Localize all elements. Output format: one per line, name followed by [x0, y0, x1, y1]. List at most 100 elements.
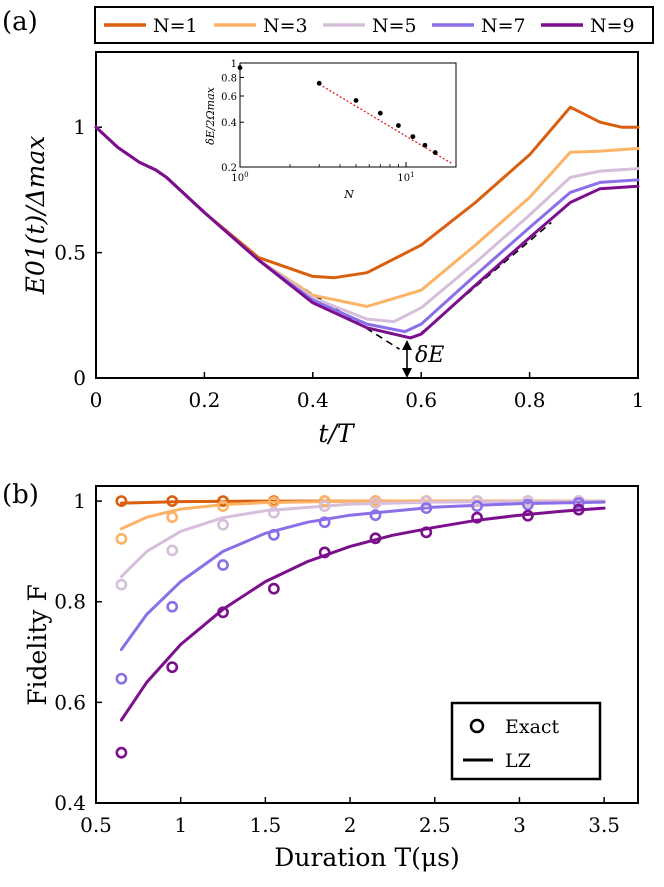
lz-line-n9 — [119, 506, 606, 722]
exact-point-n5 — [471, 495, 483, 507]
exact-point-n5 — [267, 506, 280, 519]
exact-point-n3 — [217, 500, 229, 513]
y-tick-label-b: 0.8 — [54, 590, 86, 614]
inset-point — [410, 134, 416, 140]
exact-point-n5 — [166, 544, 179, 557]
x-tick-label-b: 2.5 — [419, 813, 451, 837]
exact-point-n9 — [471, 511, 483, 524]
legend-a-label: N=3 — [263, 15, 308, 37]
inset-x-tick-label: 101 — [397, 171, 414, 184]
plot-b-points — [115, 495, 585, 759]
exact-point-n3 — [166, 511, 179, 524]
exact-point-n5 — [420, 495, 433, 508]
x-tick-label-a: 0.4 — [297, 388, 329, 412]
exact-point-n9 — [166, 661, 179, 674]
exact-point-n9 — [420, 526, 433, 539]
y-tick-label-b: 0.4 — [54, 791, 86, 815]
exact-point-n9 — [369, 532, 382, 545]
legend-a-label: N=9 — [590, 15, 635, 37]
inset-xlabel: N — [343, 188, 354, 201]
exact-point-n5 — [369, 497, 382, 510]
inset-point — [377, 110, 383, 116]
exact-point-n7 — [166, 600, 179, 613]
x-tick-label-b: 3.5 — [588, 813, 620, 837]
exact-point-n3 — [318, 495, 331, 507]
exact-point-n7 — [369, 509, 382, 522]
inset-point — [316, 80, 322, 86]
y-tick-label-b: 0.6 — [54, 690, 86, 714]
delta-e-label: δE — [415, 343, 444, 368]
x-tick-label-a: 0.8 — [514, 388, 546, 412]
x-tick-label-b: 1 — [174, 813, 187, 837]
x-tick-label-b: 2 — [344, 813, 357, 837]
exact-point-n3 — [267, 496, 280, 509]
exact-point-n1 — [217, 495, 229, 507]
x-tick-label-b: 1.5 — [249, 813, 281, 837]
exact-point-n9 — [572, 503, 585, 516]
x-tick-label-a: 0 — [90, 388, 103, 412]
inset-point — [396, 123, 401, 128]
exact-point-n1 — [115, 495, 128, 507]
exact-point-n3 — [115, 532, 128, 545]
inset-x-tick-label: 100 — [231, 171, 248, 184]
exact-point-n7 — [572, 497, 585, 510]
plot-b-frame — [95, 485, 639, 804]
legend-a-label: N=5 — [372, 15, 417, 37]
delta-e-annotation: δE — [402, 340, 444, 378]
exact-point-n1 — [166, 495, 179, 507]
legend-b-exact-marker — [469, 718, 485, 734]
exact-point-n9 — [115, 746, 128, 759]
x-tick-label-b: 0.5 — [80, 813, 112, 837]
exact-point-n7 — [420, 502, 433, 515]
x-tick-label-a: 0.6 — [405, 388, 437, 412]
y-tick-label-a: 1 — [73, 115, 86, 139]
exact-point-n9 — [217, 606, 229, 619]
exact-point-n7 — [267, 528, 280, 541]
exact-point-n9 — [522, 509, 534, 522]
inset-y-tick-label: 0.4 — [221, 118, 237, 129]
plot-a-series — [94, 105, 640, 340]
lz-line-n5 — [119, 499, 606, 579]
inset-ylabel: δE/2Ωmax — [204, 86, 217, 144]
plot-a-ylabel: E01(t)/Δmax — [21, 136, 50, 296]
x-tick-label-a: 1 — [632, 388, 645, 412]
inset-point — [432, 150, 438, 155]
plot-b-xlabel: Duration T(μs) — [274, 843, 459, 872]
exact-point-n7 — [217, 559, 229, 571]
exact-point-n7 — [115, 672, 128, 685]
legend-a-label: N=1 — [153, 15, 198, 37]
delta-e-arrow-up — [402, 340, 412, 350]
delta-e-arrow-down — [402, 368, 412, 378]
legend-a: N=1 N=3 N=5 N=7 N=9 — [104, 15, 635, 37]
exact-point-n5 — [318, 500, 331, 513]
lz-line-n7 — [119, 500, 606, 651]
asymptote-lines — [274, 221, 552, 350]
legend-b-frame — [450, 701, 602, 781]
plot-b-ticks: 0.5 1 1.5 2 2.5 3 3.5 0.4 0.6 0.8 1 — [54, 489, 620, 837]
x-tick-label-b: 3 — [513, 813, 526, 837]
legend-b-lz-label: LZ — [505, 750, 531, 772]
inset-plot: 100 101 0.2 0.4 0.6 0.8 1 — [221, 59, 457, 184]
plot-a-xlabel: t/T — [318, 419, 355, 448]
legend-b: Exact LZ — [450, 701, 602, 781]
exact-point-n9 — [318, 546, 331, 559]
panel-a-label: (a) — [2, 7, 38, 37]
exact-point-n9 — [267, 582, 280, 595]
inset-y-tick-label: 0.6 — [221, 92, 237, 103]
inset-fit-line — [318, 83, 453, 165]
inset-y-tick-label: 1 — [231, 59, 237, 70]
plot-a-frame — [95, 51, 639, 379]
legend-a-label: N=7 — [481, 15, 526, 37]
exact-point-n7 — [471, 500, 483, 513]
x-tick-label-a: 0.2 — [188, 388, 220, 412]
exact-point-n5 — [217, 518, 229, 531]
inset-frame — [239, 62, 457, 168]
inset-y-tick-label: 0.8 — [221, 73, 237, 84]
legend-b-exact-label: Exact — [505, 716, 560, 738]
plot-b-ylabel: Fidelity F — [23, 584, 52, 706]
panel-b-label: (b) — [2, 480, 39, 510]
y-tick-label-b: 1 — [73, 489, 86, 513]
exact-point-n7 — [318, 516, 331, 529]
plot-a-ticks: 0 0.2 0.4 0.6 0.8 1 0 0.5 1 — [54, 115, 644, 412]
